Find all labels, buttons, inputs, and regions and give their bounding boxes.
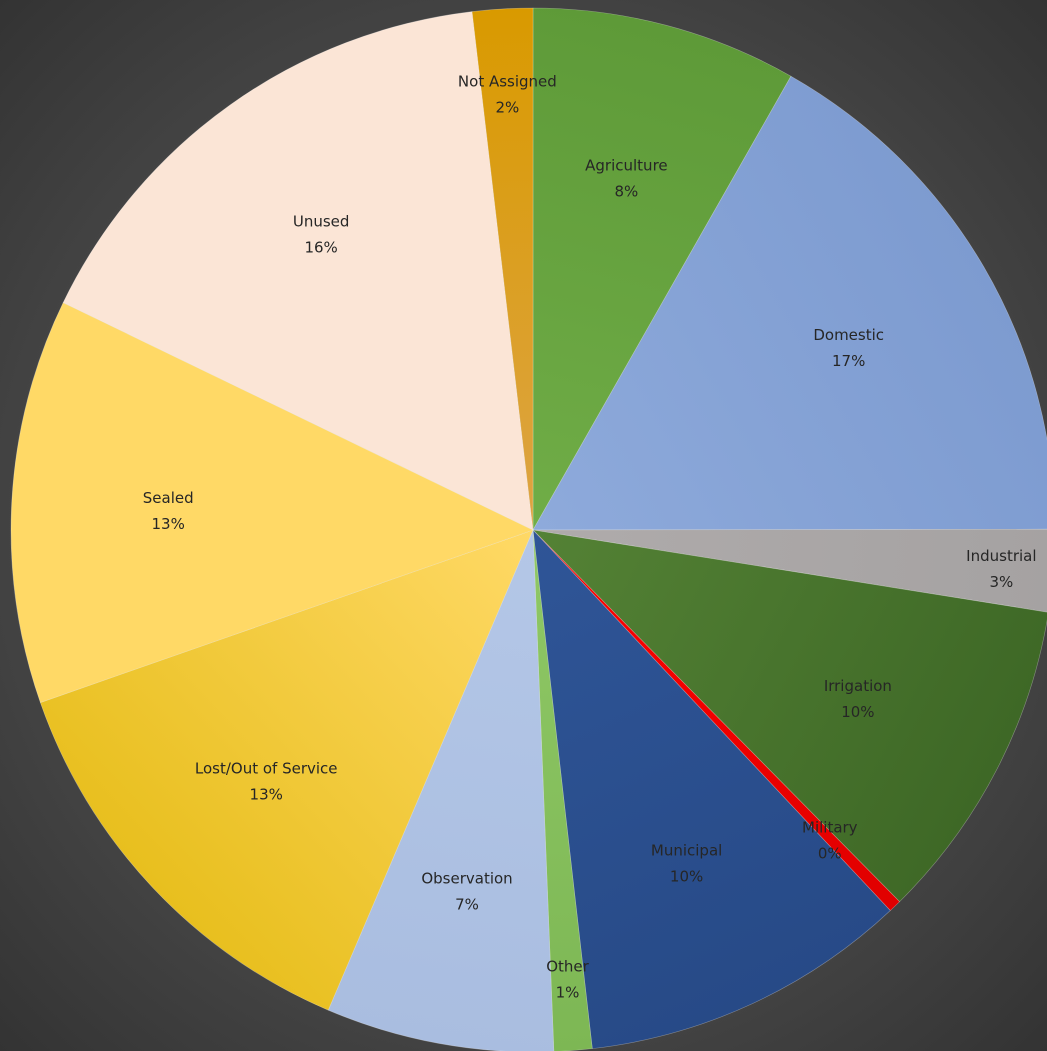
data-label-military: Military 0% <box>802 818 858 862</box>
slice-observation <box>327 529 555 1051</box>
data-label-name: Sealed <box>143 489 194 507</box>
data-label-municipal: Municipal 10% <box>651 842 722 886</box>
slice-agriculture <box>532 7 792 532</box>
data-label-agriculture: Agriculture 8% <box>585 157 668 201</box>
data-label-not-assigned: Not Assigned 2% <box>458 72 557 116</box>
data-label-industrial: Industrial 3% <box>966 547 1036 591</box>
data-label-name: Agriculture <box>585 157 668 175</box>
data-label-lost-out-of-service: Lost/Out of Service 13% <box>195 760 338 804</box>
pie-labels: Agriculture 8% Domestic 17% Industrial 3% Irri… <box>143 72 1037 1001</box>
data-label-percent: 3% <box>989 573 1013 591</box>
data-label-name: Domestic <box>813 326 884 344</box>
slice-military <box>532 529 900 911</box>
data-label-percent: 8% <box>614 183 638 201</box>
data-label-percent: 2% <box>495 98 519 116</box>
data-label-name: Military <box>802 818 858 836</box>
data-label-name: Other <box>546 958 589 976</box>
data-label-percent: 17% <box>832 352 865 370</box>
data-label-other: Other 1% <box>546 958 589 1002</box>
slice-lost-out-of-service <box>39 529 534 1011</box>
data-label-percent: 13% <box>152 515 185 533</box>
data-label-name: Observation <box>421 869 512 887</box>
data-label-irrigation: Irrigation 10% <box>824 677 892 721</box>
data-label-sealed: Sealed 13% <box>143 489 194 533</box>
slice-other <box>532 529 593 1051</box>
pie-slices <box>10 7 1047 1051</box>
data-label-percent: 10% <box>670 868 703 886</box>
slice-domestic <box>532 75 1047 531</box>
slice-industrial <box>532 528 1047 613</box>
data-label-observation: Observation 7% <box>421 869 512 913</box>
data-label-unused: Unused 16% <box>293 212 350 256</box>
data-label-name: Industrial <box>966 547 1036 565</box>
data-label-percent: 16% <box>304 238 337 256</box>
data-label-percent: 0% <box>818 844 842 862</box>
data-label-name: Unused <box>293 212 350 230</box>
data-label-percent: 7% <box>455 895 479 913</box>
data-label-name: Municipal <box>651 842 722 860</box>
slice-irrigation <box>532 529 1047 903</box>
data-label-percent: 10% <box>841 703 874 721</box>
data-label-name: Lost/Out of Service <box>195 760 338 778</box>
data-label-percent: 13% <box>250 786 283 804</box>
data-label-domestic: Domestic 17% <box>813 326 884 370</box>
slice-unused <box>62 11 534 531</box>
slice-municipal <box>532 529 891 1049</box>
data-label-name: Irrigation <box>824 677 892 695</box>
slice-not-assigned <box>471 7 534 531</box>
data-label-percent: 1% <box>556 984 580 1002</box>
slice-sealed <box>10 302 534 703</box>
data-label-name: Not Assigned <box>458 72 557 90</box>
